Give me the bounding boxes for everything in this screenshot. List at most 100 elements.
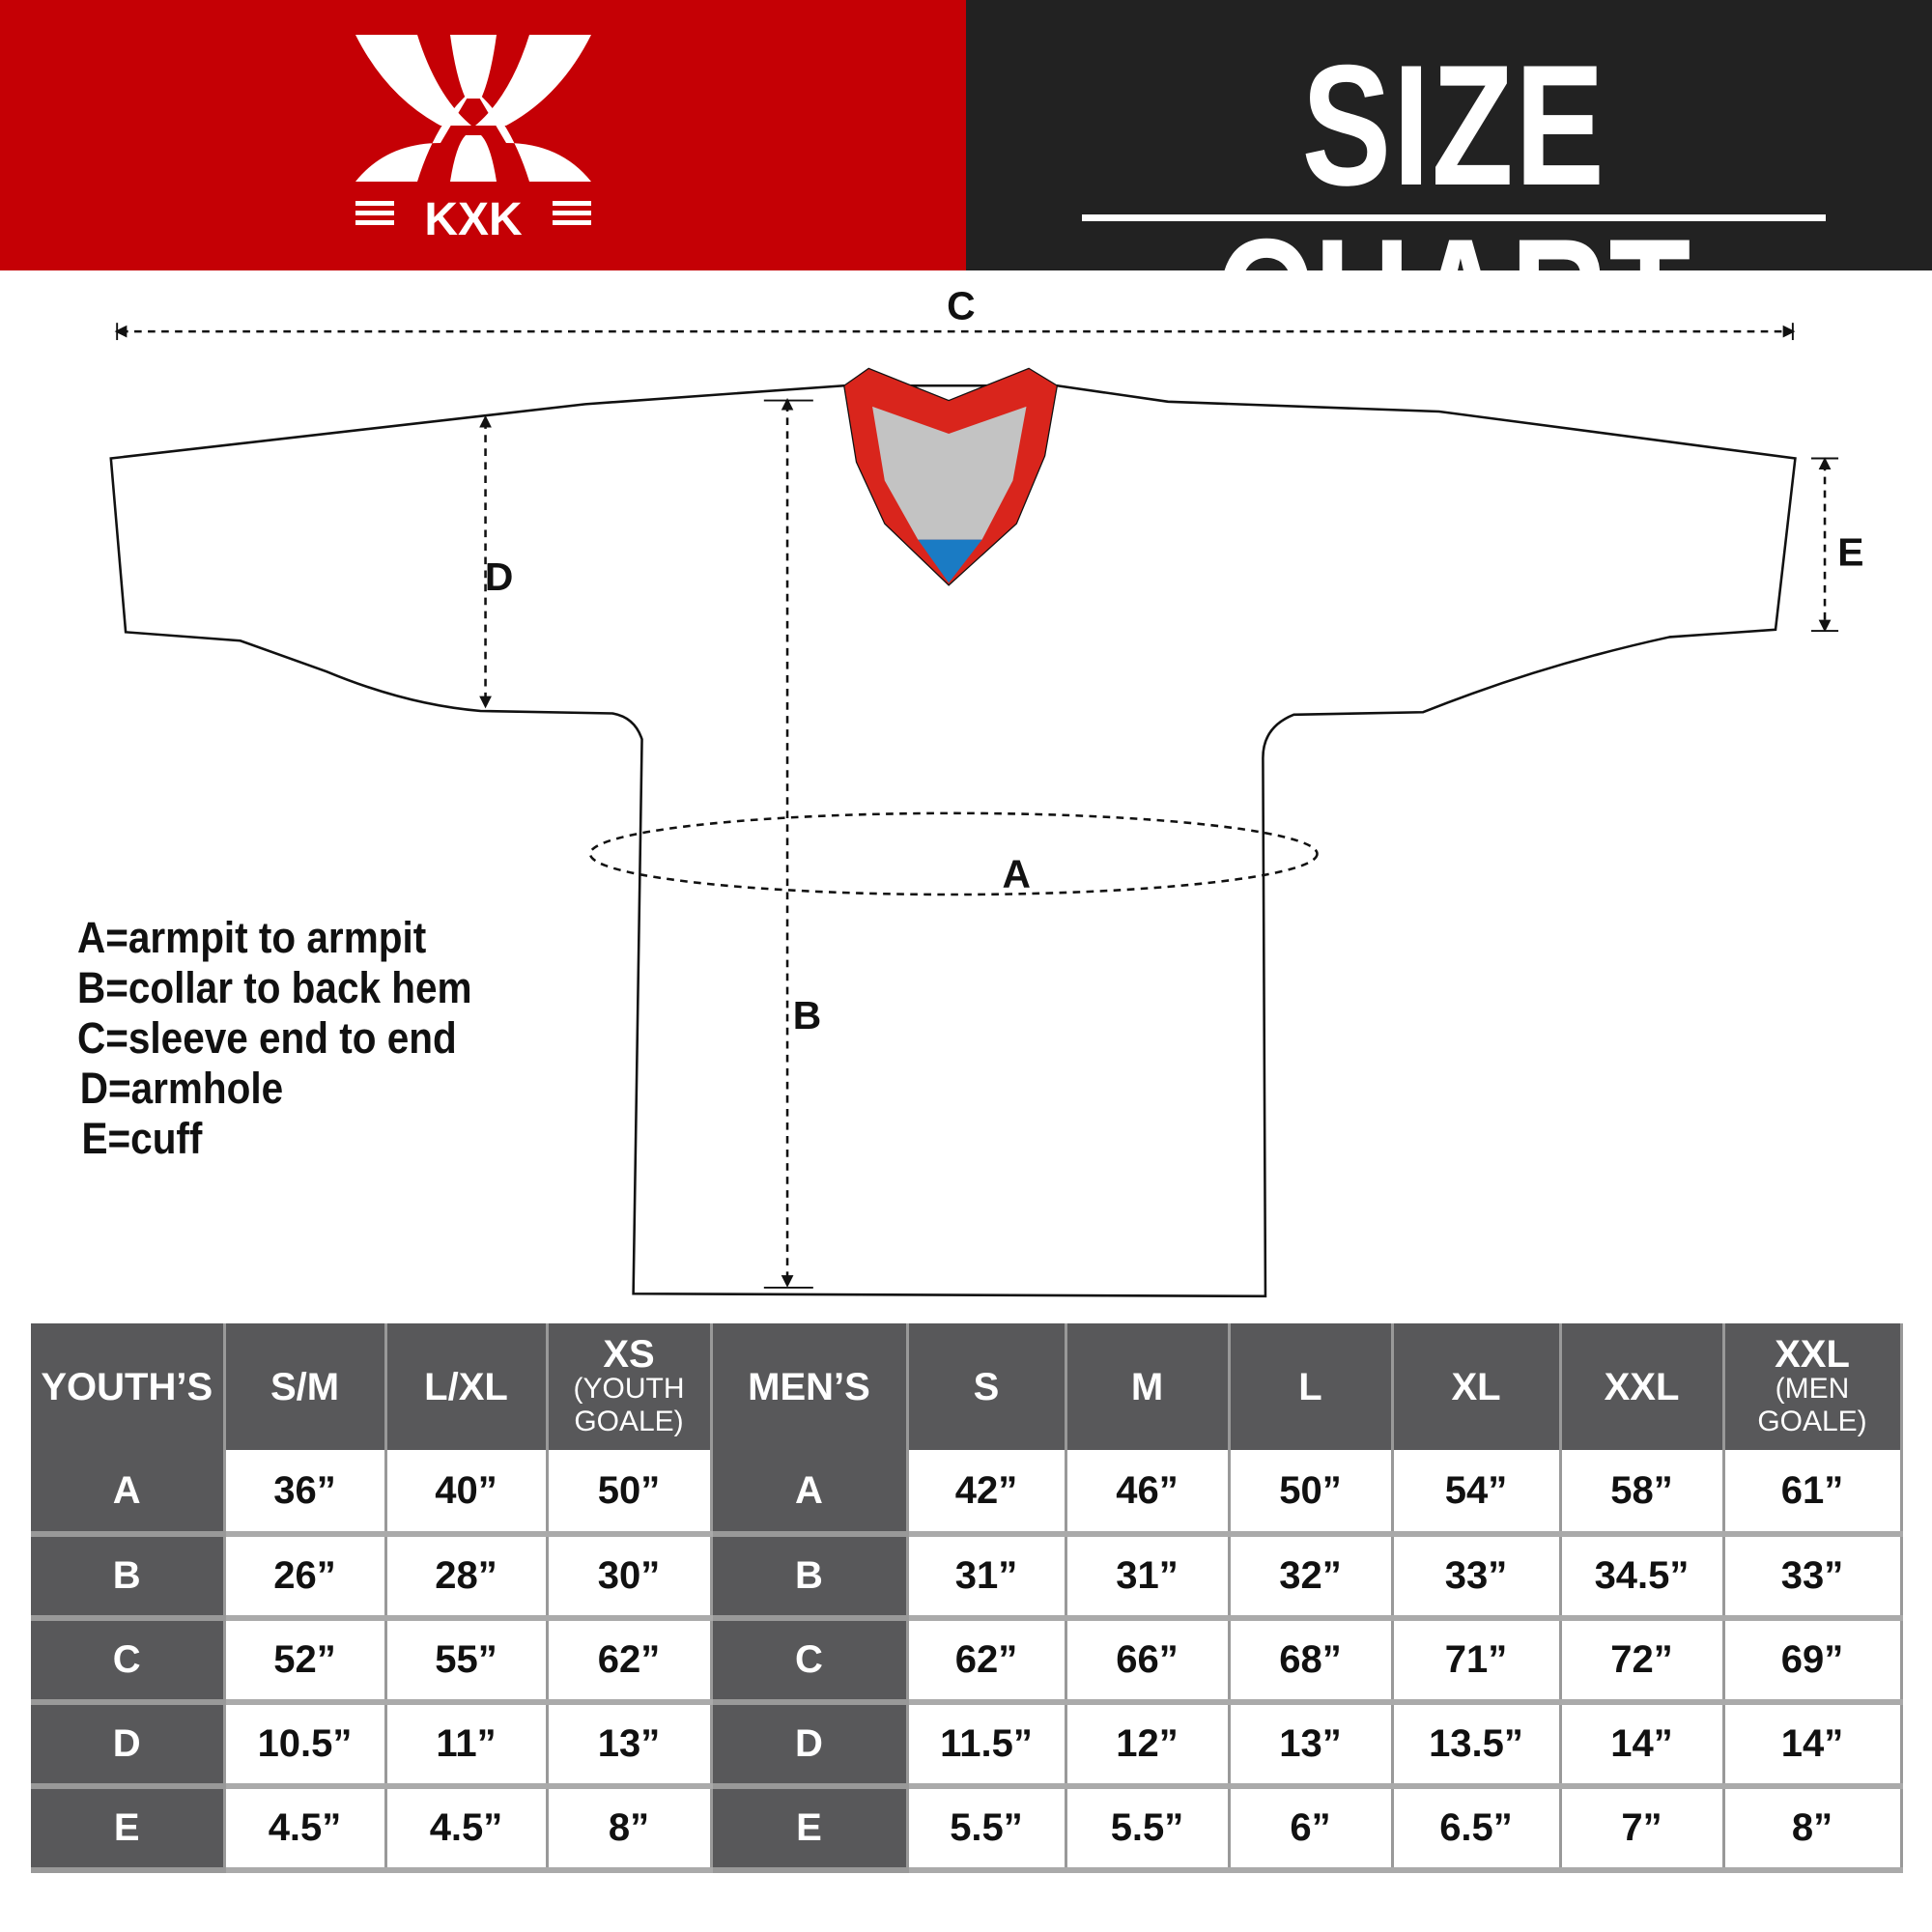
size-value: 71” (1392, 1618, 1562, 1705)
column-header-label: XL (1451, 1365, 1501, 1408)
label-a: A (1003, 851, 1031, 895)
column-header-label: L/XL (424, 1365, 508, 1408)
size-value: 6.5” (1392, 1786, 1562, 1873)
row-label: E (31, 1786, 226, 1873)
size-value: 33” (1392, 1534, 1562, 1621)
size-header: XXL (1560, 1323, 1725, 1450)
size-value: 13.5” (1392, 1702, 1562, 1789)
size-value: 62” (907, 1618, 1067, 1705)
title-underline (1082, 214, 1826, 221)
brand-banner: KXK (0, 0, 966, 270)
size-value: 50” (1229, 1450, 1394, 1537)
size-table: YOUTH’S S/M L/XL XS (YOUTH GOALE) MEN’S S M L XL X… (31, 1323, 1903, 1873)
size-header: L (1229, 1323, 1394, 1450)
label-c: C (947, 283, 975, 327)
label-d: D (485, 554, 513, 599)
size-value: 50” (547, 1450, 713, 1537)
size-value: 13” (1229, 1702, 1394, 1789)
size-value: 11” (385, 1702, 549, 1789)
size-value: 10.5” (224, 1702, 387, 1789)
size-header: XXL (MEN GOALE) (1723, 1323, 1903, 1450)
row-label: B (711, 1534, 909, 1621)
size-value: 4.5” (385, 1786, 549, 1873)
size-header: XL (1392, 1323, 1562, 1450)
size-value: 68” (1229, 1618, 1394, 1705)
size-value: 58” (1560, 1450, 1725, 1537)
size-value: 5.5” (907, 1786, 1067, 1873)
row-label: A (711, 1450, 909, 1537)
size-value: 34.5” (1560, 1534, 1725, 1621)
size-value: 42” (907, 1450, 1067, 1537)
size-value: 13” (547, 1702, 713, 1789)
column-header-note: (MEN GOALE) (1757, 1372, 1867, 1437)
size-value: 11.5” (907, 1702, 1067, 1789)
column-header-label: XXL (1604, 1365, 1680, 1408)
size-value: 6” (1229, 1786, 1394, 1873)
column-header-label: XS (603, 1332, 655, 1376)
column-header-note: (YOUTH GOALE) (573, 1372, 685, 1437)
size-value: 32” (1229, 1534, 1394, 1621)
size-value: 5.5” (1065, 1786, 1231, 1873)
table-row: C 52” 55” 62” C 62” 66” 68” 71” 72” 69” (31, 1618, 1903, 1705)
size-value: 31” (907, 1534, 1067, 1621)
size-value: 14” (1723, 1702, 1903, 1789)
column-header-label: S/M (270, 1365, 340, 1408)
row-label: D (31, 1702, 226, 1789)
table-row: B 26” 28” 30” B 31” 31” 32” 33” 34.5” 33” (31, 1534, 1903, 1621)
size-value: 30” (547, 1534, 713, 1621)
row-label: A (31, 1450, 226, 1537)
size-value: 8” (547, 1786, 713, 1873)
title-banner (966, 0, 1932, 270)
label-b: B (793, 993, 821, 1037)
size-header: S/M (224, 1323, 387, 1450)
size-value: 66” (1065, 1618, 1231, 1705)
legend-item: B=collar to back hem (77, 963, 472, 1012)
size-value: 61” (1723, 1450, 1903, 1537)
youth-header: YOUTH’S (31, 1323, 226, 1450)
table-row: D 10.5” 11” 13” D 11.5” 12” 13” 13.5” 14” 14” (31, 1702, 1903, 1789)
table-row: A 36” 40” 50” A 42” 46” 50” 54” 58” 61” (31, 1450, 1903, 1537)
legend-item: A=armpit to armpit (77, 913, 427, 962)
size-value: 36” (224, 1450, 387, 1537)
size-value: 14” (1560, 1702, 1725, 1789)
size-value: 54” (1392, 1450, 1562, 1537)
size-value: 72” (1560, 1618, 1725, 1705)
column-header-label: M (1130, 1365, 1164, 1408)
size-value: 69” (1723, 1618, 1903, 1705)
size-value: 52” (224, 1618, 387, 1705)
column-header-label: MEN’S (748, 1365, 870, 1408)
page-title: SIZE CHART (1215, 29, 1692, 395)
size-value: 55” (385, 1618, 549, 1705)
size-value: 33” (1723, 1534, 1903, 1621)
row-label: D (711, 1702, 909, 1789)
row-label: C (31, 1618, 226, 1705)
jersey-outline (109, 384, 1797, 1298)
column-header-label: S (973, 1365, 1000, 1408)
size-value: 8” (1723, 1786, 1903, 1873)
row-label: C (711, 1618, 909, 1705)
size-value: 40” (385, 1450, 549, 1537)
column-header-label: L (1298, 1365, 1322, 1408)
size-header: S (907, 1323, 1067, 1450)
size-header: L/XL (385, 1323, 549, 1450)
table-row: E 4.5” 4.5” 8” E 5.5” 5.5” 6” 6.5” 7” 8” (31, 1786, 1903, 1873)
legend-item: D=armhole (79, 1064, 284, 1113)
size-value: 26” (224, 1534, 387, 1621)
column-header-label: YOUTH’S (41, 1365, 213, 1408)
size-value: 46” (1065, 1450, 1231, 1537)
size-value: 7” (1560, 1786, 1725, 1873)
label-e: E (1837, 529, 1863, 574)
legend-item: E=cuff (81, 1114, 203, 1163)
size-value: 12” (1065, 1702, 1231, 1789)
size-header: XS (YOUTH GOALE) (547, 1323, 713, 1450)
size-value: 62” (547, 1618, 713, 1705)
men-header: MEN’S (711, 1323, 909, 1450)
legend-item: C=sleeve end to end (77, 1013, 457, 1063)
size-value: 4.5” (224, 1786, 387, 1873)
size-value: 31” (1065, 1534, 1231, 1621)
size-header: M (1065, 1323, 1231, 1450)
measurement-legend: A=armpit to armpit B=collar to back hem … (77, 913, 516, 1164)
row-label: B (31, 1534, 226, 1621)
kxk-logo: KXK (355, 35, 591, 242)
